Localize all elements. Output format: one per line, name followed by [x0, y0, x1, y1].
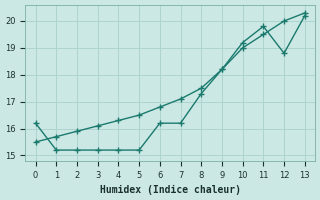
X-axis label: Humidex (Indice chaleur): Humidex (Indice chaleur) — [100, 185, 241, 195]
